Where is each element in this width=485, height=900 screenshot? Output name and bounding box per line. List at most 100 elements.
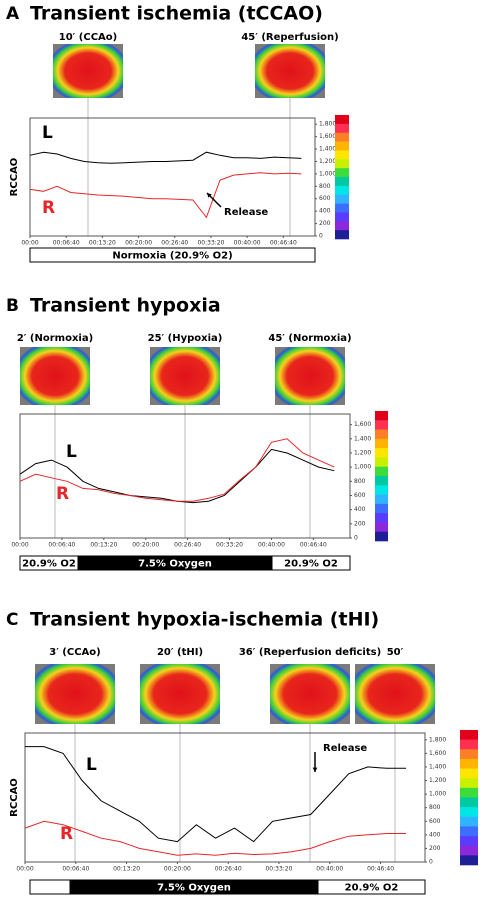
brain-image — [140, 664, 220, 724]
colorbar-cell — [375, 457, 388, 468]
image-label: 50′ — [387, 647, 404, 658]
colorbar-cell — [335, 115, 349, 125]
x-tick-label: 00:40:00 — [316, 866, 343, 873]
colorbar-cell — [460, 816, 478, 827]
x-tick-label: 00:46:40 — [367, 866, 394, 873]
colorbar-cell — [335, 185, 349, 196]
image-label: 3′ (CCAo) — [49, 647, 101, 658]
x-tick-label: 00:26:40 — [215, 866, 242, 873]
y-tick-label: 200 — [319, 220, 331, 227]
x-tick-label: 00:46:40 — [300, 542, 327, 549]
brain-image — [355, 664, 435, 724]
colorbar-cell — [335, 141, 349, 151]
colorbar-cell — [375, 513, 388, 523]
annotation: Release — [224, 207, 268, 218]
y-tick-label: 800 — [319, 183, 331, 190]
x-tick-label: 00:06:40 — [62, 866, 89, 873]
x-tick-label: 00:46:40 — [270, 240, 297, 247]
x-tick-label: 00:33:20 — [265, 866, 292, 873]
arrow-head — [312, 767, 318, 772]
colorbar-cell — [335, 203, 349, 213]
plot-frame — [29, 117, 316, 237]
series-label: R — [42, 198, 55, 218]
brain-image — [53, 44, 123, 98]
brain-image — [255, 44, 325, 98]
y-tick-label: 200 — [429, 845, 441, 852]
y-tick-label: 1,600 — [354, 421, 371, 428]
brain-image — [150, 347, 220, 405]
colorbar-cell — [375, 531, 388, 542]
y-tick-label: 400 — [354, 506, 366, 513]
y-tick-label: 1,400 — [319, 146, 336, 153]
panel-title: Transient ischemia (tCCAO) — [30, 3, 323, 25]
condition-bar — [29, 247, 316, 263]
colorbar-cell — [460, 730, 478, 740]
condition-label: 7.5% Oxygen — [138, 559, 212, 570]
y-tick-label: 1,600 — [319, 133, 336, 140]
y-tick-label: 1,800 — [319, 121, 336, 128]
arrow-head — [207, 193, 212, 198]
colorbar-cell — [460, 826, 478, 837]
trace-line — [24, 820, 406, 856]
y-tick-label: 1,000 — [319, 170, 336, 177]
panel-title: Transient hypoxia — [30, 295, 221, 317]
image-label: 25′ (Hypoxia) — [148, 333, 223, 344]
y-tick-label: 0 — [429, 859, 433, 866]
brain-image — [20, 347, 90, 405]
colorbar-cell — [460, 749, 478, 760]
plot-frame — [19, 413, 351, 539]
series-label: L — [86, 755, 97, 775]
x-tick-label: 00:20:00 — [164, 866, 191, 873]
y-tick-label: 800 — [429, 804, 441, 811]
annotation: Release — [323, 743, 367, 754]
colorbar-cell — [375, 438, 388, 449]
y-tick-label: 1,200 — [429, 777, 446, 784]
y-tick-label: 400 — [319, 208, 331, 215]
y-tick-label: 1,000 — [429, 791, 446, 798]
colorbar-cell — [460, 778, 478, 789]
condition-label: 7.5% Oxygen — [157, 883, 231, 894]
x-tick-label: 00:13:20 — [90, 542, 117, 549]
x-tick-label: 00:40:00 — [234, 240, 261, 247]
y-axis-label: RCCAO — [9, 158, 20, 197]
plot-frame — [24, 732, 426, 863]
colorbar-cell — [375, 494, 388, 505]
trace-line — [29, 151, 302, 164]
colorbar-cell — [335, 159, 349, 169]
y-tick-label: 1,000 — [354, 464, 371, 471]
trace-line — [19, 438, 335, 502]
panel-letter: B — [6, 296, 19, 316]
x-tick-label: 00:33:20 — [216, 542, 243, 549]
x-tick-label: 00:13:20 — [113, 866, 140, 873]
condition-label: 20.9% O2 — [22, 559, 76, 570]
image-label: 2′ (Normoxia) — [17, 333, 93, 344]
condition-label: 20.9% O2 — [345, 883, 399, 894]
y-tick-label: 0 — [319, 233, 323, 240]
colorbar-cell — [335, 221, 349, 231]
brain-image — [35, 664, 115, 724]
colorbar-cell — [335, 150, 349, 160]
x-tick-label: 00:06:40 — [48, 542, 75, 549]
colorbar-cell — [460, 807, 478, 818]
colorbar-cell — [335, 132, 349, 142]
condition-label: 20.9% O2 — [284, 559, 338, 570]
x-tick-label: 00:20:00 — [132, 542, 159, 549]
panel-letter: A — [6, 4, 20, 24]
condition-label: Normoxia (20.9% O2) — [112, 251, 232, 262]
x-tick-label: 00:00 — [16, 866, 33, 873]
x-tick-label: 00:40:00 — [258, 542, 285, 549]
colorbar-cell — [335, 230, 349, 240]
colorbar-cell — [335, 212, 349, 222]
y-tick-label: 1,600 — [429, 750, 446, 757]
brain-image — [275, 347, 345, 405]
colorbar-cell — [375, 503, 388, 514]
y-tick-label: 1,400 — [429, 763, 446, 770]
series-label: R — [60, 824, 73, 844]
x-tick-label: 00:06:40 — [53, 240, 80, 247]
colorbar-cell — [460, 855, 478, 866]
condition-bar — [29, 879, 71, 895]
y-tick-label: 600 — [354, 492, 366, 499]
y-tick-label: 600 — [319, 195, 331, 202]
image-label: 20′ (tHI) — [157, 647, 203, 658]
y-axis-label: RCCAO — [9, 778, 20, 817]
